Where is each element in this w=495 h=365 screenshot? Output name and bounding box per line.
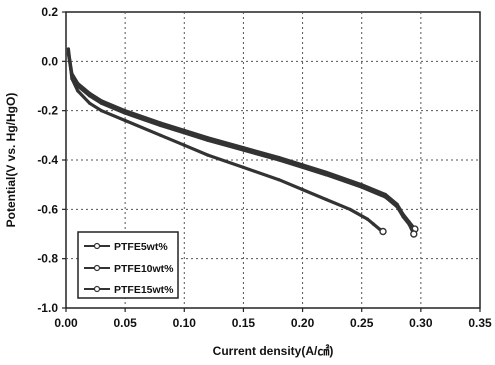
legend-item-2: PTFE10wt% xyxy=(84,263,174,275)
legend-item-1: PTFE5wt% xyxy=(84,241,168,253)
legend-label-3: PTFE15wt% xyxy=(114,284,174,296)
series-1-point xyxy=(76,89,80,93)
series-3-point xyxy=(301,165,305,169)
series-3-point xyxy=(66,52,70,56)
legend-marker-2 xyxy=(93,264,101,272)
legend-marker-1 xyxy=(93,242,101,250)
series-1-point xyxy=(301,188,305,192)
series-3-point xyxy=(360,185,364,189)
x-tick-label: 0.20 xyxy=(291,316,315,330)
x-tick-label: 0.35 xyxy=(468,316,492,330)
series-3-point xyxy=(88,94,92,98)
series-1-point xyxy=(159,133,163,137)
series-1-point xyxy=(241,165,245,169)
series-3-point xyxy=(76,84,80,88)
series-1-point xyxy=(206,153,210,157)
series-1-point xyxy=(88,101,92,105)
x-tick-label: 0.05 xyxy=(113,316,137,330)
y-tick-label: -1.0 xyxy=(37,301,58,315)
x-tick-label: 0.00 xyxy=(54,316,78,330)
y-tick-label: -0.2 xyxy=(37,104,58,118)
legend-marker-3 xyxy=(93,285,101,293)
series-3-point xyxy=(241,148,245,152)
series-layer xyxy=(66,47,419,238)
series-1-point xyxy=(277,178,281,182)
series-1-point xyxy=(366,217,370,221)
series-3-point xyxy=(277,158,281,162)
series-3-point xyxy=(99,101,104,105)
x-tick-label: 0.15 xyxy=(232,316,256,330)
x-axis-title: Current density(A/㎠) xyxy=(213,343,334,358)
x-tick-label: 0.25 xyxy=(350,316,374,330)
series-3-point xyxy=(395,205,399,209)
series-1-point xyxy=(99,109,104,113)
y-tick-label: -0.4 xyxy=(37,153,58,167)
legend-label-1: PTFE5wt% xyxy=(114,241,168,253)
legend: PTFE5wt% PTFE10wt% PTFE15wt% xyxy=(77,231,179,299)
x-tick-label: 0.30 xyxy=(409,316,433,330)
y-tick-label: -0.6 xyxy=(37,202,58,216)
series-1-point xyxy=(123,118,127,123)
series-3-point xyxy=(383,195,387,199)
y-axis-ticks: 0.2 0.0 -0.2 -0.4 -0.6 -0.8 -1.0 xyxy=(37,5,66,315)
series-3-end-marker xyxy=(410,230,418,238)
series-3-point xyxy=(407,222,411,226)
legend-label-2: PTFE10wt% xyxy=(114,263,174,275)
series-3-point xyxy=(123,111,127,115)
legend-item-3: PTFE15wt% xyxy=(84,284,174,296)
series-1-point xyxy=(324,197,328,202)
series-3-point xyxy=(401,215,405,219)
series-3-point xyxy=(206,138,210,142)
series-3-point xyxy=(70,74,74,78)
y-tick-label: -0.8 xyxy=(37,252,58,266)
series-3-point xyxy=(182,131,186,135)
series-1-point xyxy=(66,47,70,51)
y-tick-label: 0.2 xyxy=(41,5,58,19)
y-axis-title: Potential(V vs. Hg/HgO) xyxy=(4,93,18,228)
series-3-point xyxy=(159,123,163,128)
series-3-point xyxy=(324,173,328,177)
series-1-point xyxy=(371,222,376,226)
series-1-end-marker xyxy=(379,227,387,236)
y-tick-label: 0.0 xyxy=(41,54,58,68)
series-1-point xyxy=(348,207,352,211)
x-tick-label: 0.10 xyxy=(173,316,197,330)
series-2-point xyxy=(66,49,70,54)
x-axis-ticks: 0.00 0.05 0.10 0.15 0.20 0.25 0.30 0.35 xyxy=(54,308,492,330)
series-1-point xyxy=(182,143,186,147)
